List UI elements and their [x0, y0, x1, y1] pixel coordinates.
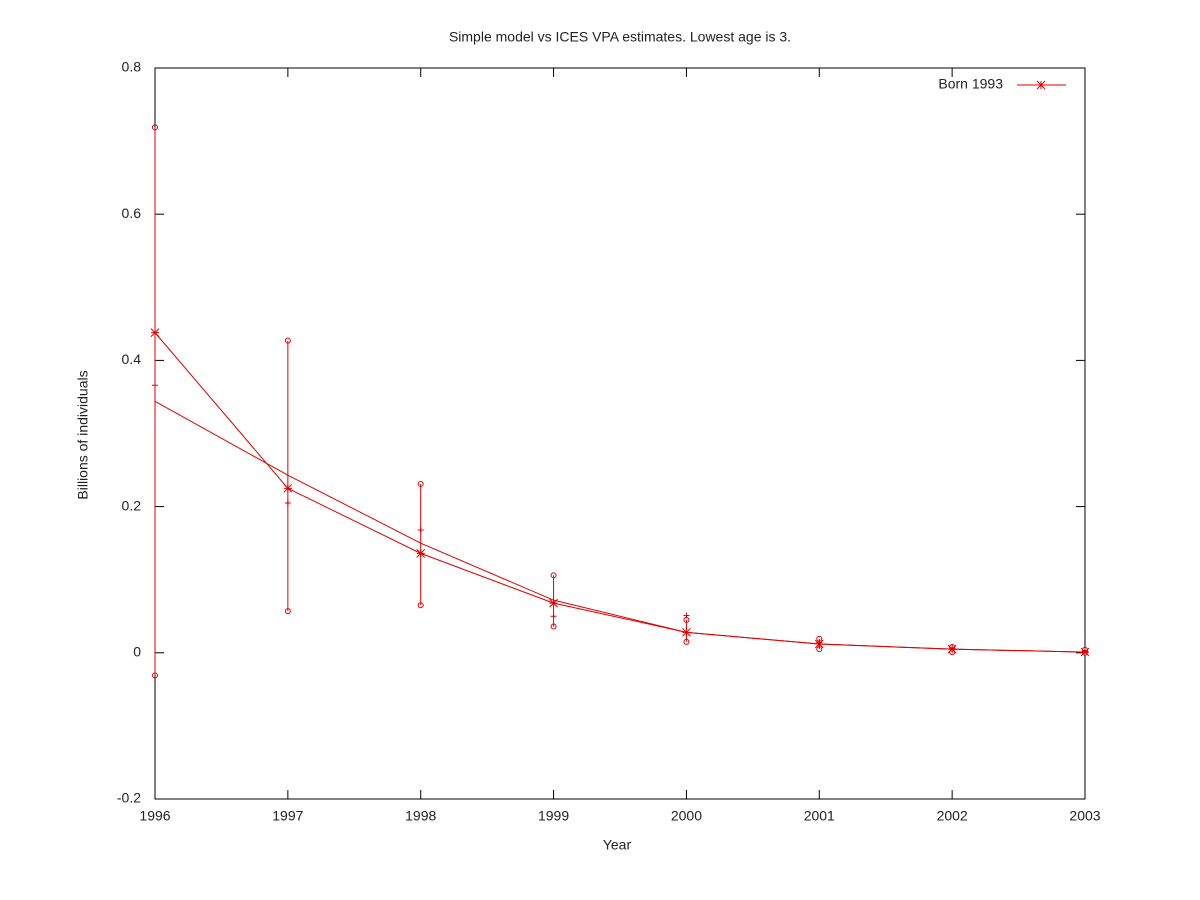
- series-line: [154, 400, 1086, 653]
- y-tick-label: 0.6: [122, 205, 142, 221]
- x-tick-label: 1997: [272, 808, 303, 824]
- x-tick-label: 1998: [405, 808, 436, 824]
- error-low: [284, 608, 291, 615]
- center-marker: [683, 612, 690, 619]
- x-tick-label: 2003: [1069, 808, 1100, 824]
- x-tick-label: 1999: [538, 808, 569, 824]
- y-tick-label: 0.8: [122, 59, 142, 75]
- chart-title: Simple model vs ICES VPA estimates. Lowe…: [449, 29, 791, 45]
- center-marker: [949, 645, 956, 652]
- y-tick-label: 0: [133, 644, 141, 660]
- error-high: [417, 480, 424, 487]
- y-tick-label: 0.4: [122, 351, 142, 367]
- center-marker: [152, 382, 158, 389]
- error-low: [816, 646, 823, 653]
- center-marker: [284, 499, 291, 506]
- y-tick-label: -0.2: [117, 790, 141, 806]
- x-tick-label: 2002: [937, 808, 968, 824]
- center-marker: [417, 526, 424, 533]
- y-tick-label: 0.2: [122, 497, 142, 513]
- error-low: [683, 638, 690, 645]
- error-low: [417, 602, 424, 609]
- legend-label: Born 1993: [938, 76, 1003, 92]
- error-high: [284, 337, 291, 344]
- x-tick-label: 2000: [671, 808, 702, 824]
- error-low: [550, 623, 557, 630]
- legend-marker: [1036, 80, 1046, 90]
- error-low: [152, 672, 158, 679]
- y-axis-label: Billions of individuals: [75, 370, 91, 499]
- center-marker: [1082, 648, 1088, 655]
- center-marker: [816, 639, 823, 646]
- error-high: [550, 572, 557, 579]
- error-high: [152, 124, 158, 131]
- x-tick-label: 2001: [804, 808, 835, 824]
- x-tick-label: 1996: [139, 808, 170, 824]
- x-axis-label: Year: [603, 837, 632, 853]
- center-marker: [550, 613, 557, 620]
